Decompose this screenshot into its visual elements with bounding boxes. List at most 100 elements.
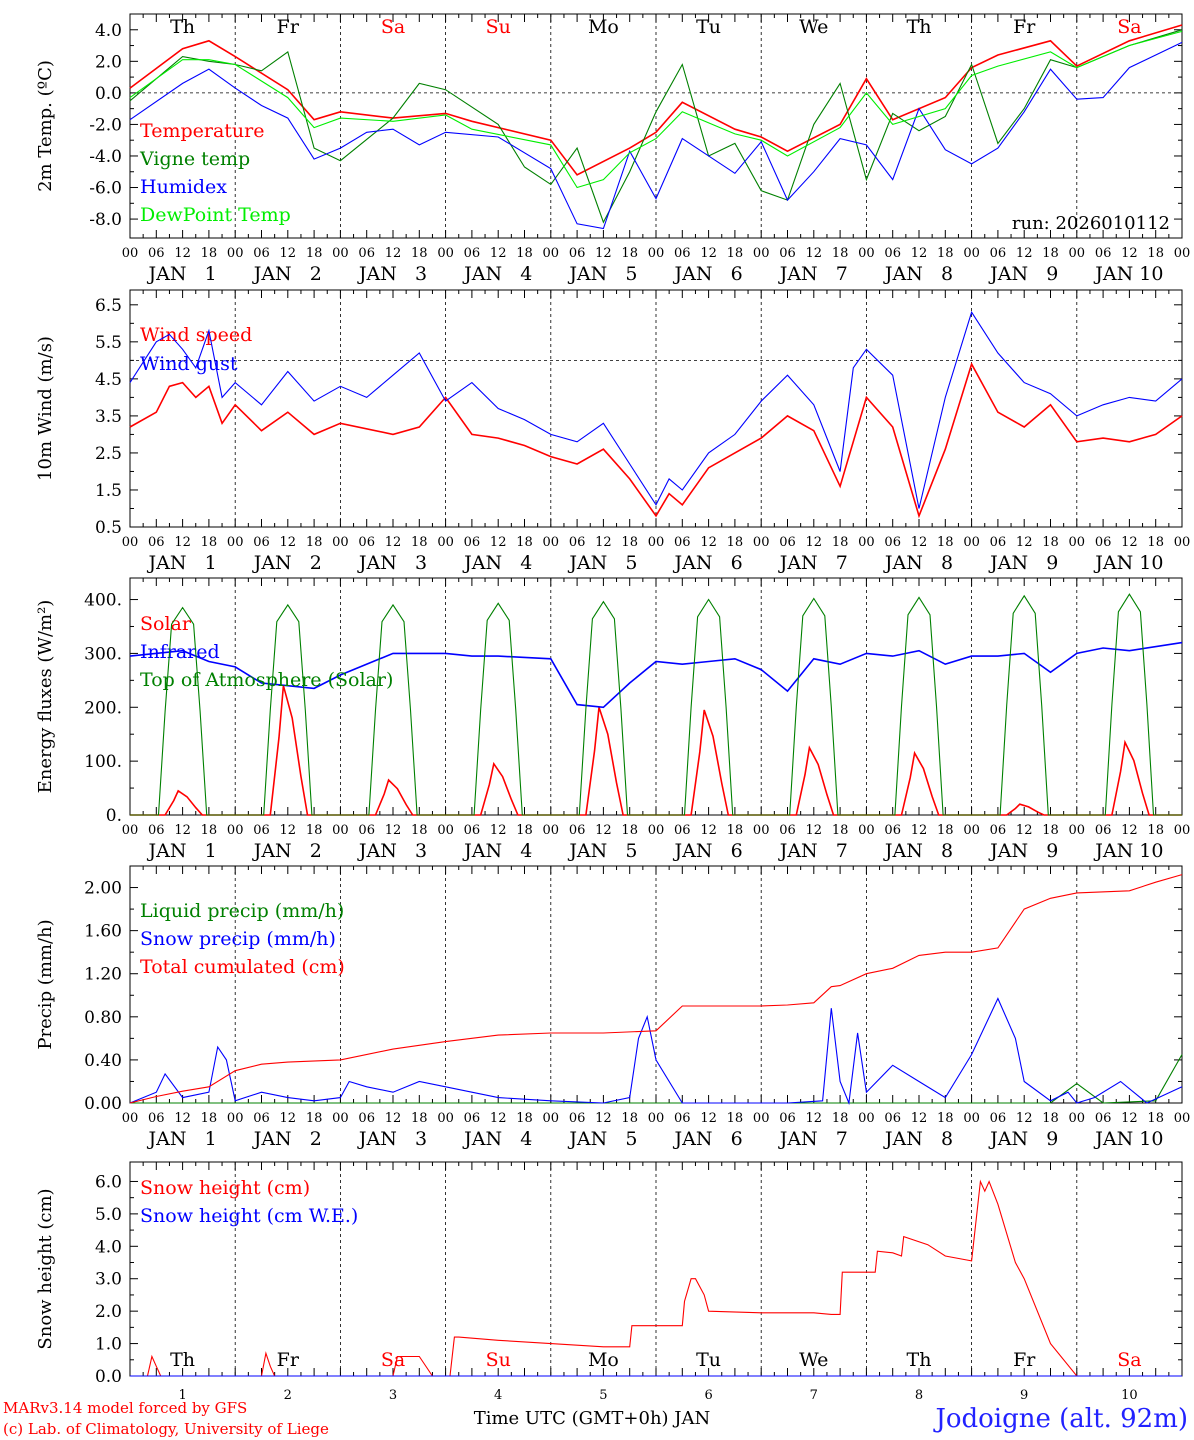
day-label: JAN 9 <box>988 1128 1058 1150</box>
hour-tick-label: 18 <box>1042 535 1059 550</box>
weekday-label: Fr <box>277 16 300 38</box>
hour-tick-label: 12 <box>280 535 297 550</box>
legend-entry: Snow precip (mm/h) <box>140 928 336 950</box>
hour-tick-label: 18 <box>306 535 323 550</box>
day-label: JAN 5 <box>567 552 637 574</box>
day-label: JAN 4 <box>462 840 532 862</box>
legend-entry: Infrared <box>140 641 220 663</box>
hour-tick-label: 18 <box>411 1111 428 1126</box>
hour-tick-label: 00 <box>332 823 349 838</box>
hour-tick-label: 12 <box>595 535 612 550</box>
hour-tick-label: 00 <box>122 1111 139 1126</box>
hour-tick-label: 00 <box>858 535 875 550</box>
day-label: JAN 7 <box>778 840 848 862</box>
hour-tick-label: 12 <box>595 246 612 261</box>
hour-tick-label: 12 <box>1016 535 1033 550</box>
y-tick-label: 2.0 <box>95 1302 122 1322</box>
hour-tick-label: 12 <box>174 1111 191 1126</box>
day-label: JAN 6 <box>673 552 743 574</box>
hour-tick-label: 18 <box>832 535 849 550</box>
y-tick-label: 0. <box>106 806 122 826</box>
y-tick-label: -8.0 <box>89 210 122 230</box>
hour-tick-label: 00 <box>753 246 770 261</box>
hour-tick-label: 18 <box>621 1111 638 1126</box>
day-label: JAN 8 <box>883 1128 953 1150</box>
x-axis-label: Time UTC (GMT+0h) JAN <box>474 1408 711 1429</box>
day-label: JAN 1 <box>147 263 217 285</box>
day-label: JAN 7 <box>778 552 848 574</box>
hour-tick-label: 06 <box>674 823 691 838</box>
day-label: JAN 3 <box>357 840 427 862</box>
y-tick-label: 200. <box>84 698 122 718</box>
hour-tick-label: 00 <box>963 535 980 550</box>
hour-tick-label: 00 <box>648 246 665 261</box>
hour-tick-label: 06 <box>253 1111 270 1126</box>
hour-tick-label: 18 <box>937 1111 954 1126</box>
hour-tick-label: 00 <box>648 823 665 838</box>
y-tick-label: 0.40 <box>84 1051 122 1071</box>
hour-tick-label: 06 <box>148 246 165 261</box>
hour-tick-label: 12 <box>806 535 823 550</box>
series-line-snow-precip-mm-h- <box>129 997 1183 1106</box>
day-label: JAN 4 <box>462 1128 532 1150</box>
hour-tick-label: 06 <box>884 1111 901 1126</box>
day-label: JAN 10 <box>1093 263 1163 285</box>
hour-tick-label: 06 <box>253 823 270 838</box>
hour-tick-label: 00 <box>753 823 770 838</box>
day-label: JAN 1 <box>147 552 217 574</box>
day-label: JAN 6 <box>673 840 743 862</box>
hour-tick-label: 06 <box>253 246 270 261</box>
series-line-dewpoint-temp <box>129 30 1183 189</box>
hour-tick-label: 18 <box>1147 535 1164 550</box>
hour-tick-label: 06 <box>1095 823 1112 838</box>
day-label: JAN 6 <box>673 1128 743 1150</box>
weekday-label: Fr <box>1013 16 1036 38</box>
hour-tick-label: 12 <box>385 535 402 550</box>
hour-tick-label: 12 <box>385 246 402 261</box>
legend-entry: Vigne temp <box>139 148 250 170</box>
hour-tick-label: 18 <box>306 246 323 261</box>
y-tick-label: -6.0 <box>89 179 122 199</box>
hour-tick-label: 12 <box>174 246 191 261</box>
hour-tick-label: 00 <box>122 823 139 838</box>
hour-tick-label: 18 <box>1042 1111 1059 1126</box>
hour-tick-label: 12 <box>174 535 191 550</box>
day-label: JAN 1 <box>147 1128 217 1150</box>
hour-tick-label: 06 <box>464 246 481 261</box>
series-line-infrared <box>129 641 1183 709</box>
hour-tick-label: 00 <box>858 823 875 838</box>
hour-tick-label: 18 <box>727 246 744 261</box>
hour-tick-label: 00 <box>437 246 454 261</box>
hour-tick-label: 18 <box>937 246 954 261</box>
weekday-label: Sa <box>1117 1349 1141 1371</box>
hour-tick-label: 12 <box>1121 1111 1138 1126</box>
hour-tick-label: 18 <box>1147 823 1164 838</box>
weekday-label: Sa <box>381 16 405 38</box>
hour-tick-label: 18 <box>727 535 744 550</box>
run-label: run: 2026010112 <box>1012 213 1170 234</box>
hour-tick-label: 00 <box>227 246 244 261</box>
hour-tick-label: 06 <box>990 1111 1007 1126</box>
hour-tick-label: 18 <box>621 823 638 838</box>
legend-entry: Snow height (cm) <box>140 1177 310 1199</box>
hour-tick-label: 18 <box>201 535 218 550</box>
hour-tick-label: 12 <box>1121 535 1138 550</box>
series-line-temperature <box>129 24 1183 176</box>
series-line-wind-speed <box>129 362 1183 519</box>
weekday-label: Tu <box>696 1349 721 1371</box>
weekday-label: Sa <box>1117 16 1141 38</box>
legend-entry: Humidex <box>140 176 227 198</box>
y-tick-label: 0.00 <box>84 1094 122 1114</box>
weekday-label: Th <box>907 16 932 38</box>
y-tick-label: 1.20 <box>84 965 122 985</box>
y-tick-label: 2.0 <box>95 52 122 72</box>
weekday-label: Mo <box>588 16 619 38</box>
hour-tick-label: 12 <box>280 1111 297 1126</box>
hour-tick-label: 06 <box>1095 246 1112 261</box>
y-tick-label: -2.0 <box>89 115 122 135</box>
hour-tick-label: 06 <box>674 246 691 261</box>
day-label: JAN 10 <box>1093 840 1163 862</box>
day-label: JAN 6 <box>673 263 743 285</box>
y-axis-label: Precip (mm/h) <box>35 919 56 1049</box>
hour-tick-label: 18 <box>306 1111 323 1126</box>
